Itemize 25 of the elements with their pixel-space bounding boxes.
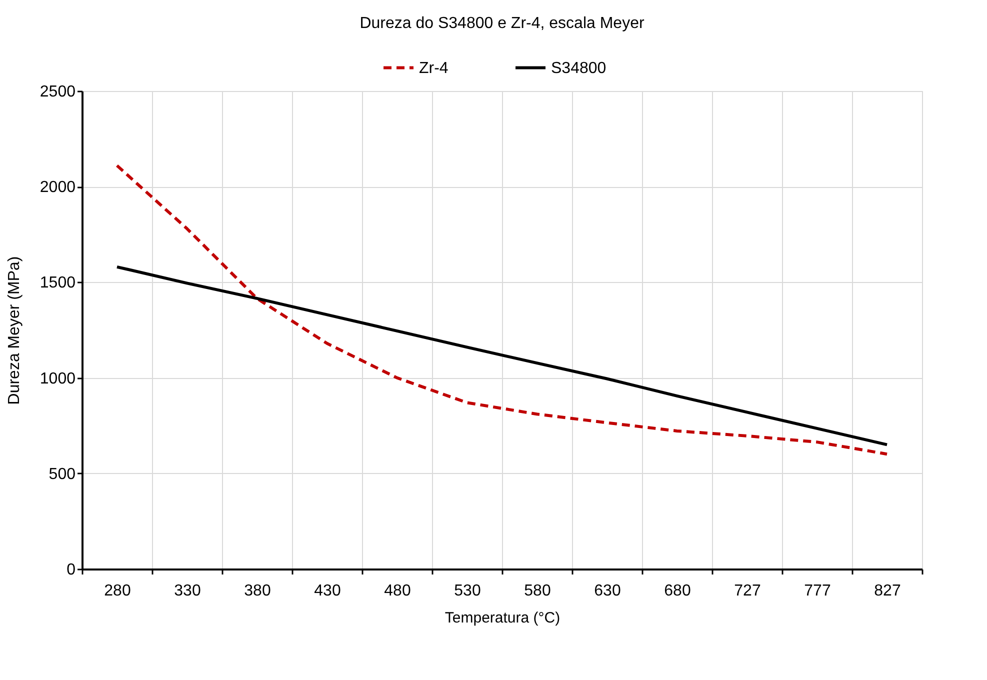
x-tick-label: 727 <box>734 582 761 600</box>
y-tick-label: 2000 <box>40 179 76 196</box>
x-tick-label: 480 <box>384 582 411 600</box>
y-tick-label: 500 <box>48 466 76 483</box>
x-tick-label: 680 <box>664 582 691 600</box>
x-tick-label: 430 <box>314 582 341 600</box>
x-tick-label: 777 <box>804 582 831 600</box>
x-axis-title: Temperatura (°C) <box>444 610 560 626</box>
chart-title: Dureza do S34800 e Zr-4, escala Meyer <box>360 15 645 32</box>
x-tick-label: 530 <box>454 582 481 600</box>
line-series <box>116 265 888 446</box>
line-series <box>116 164 888 456</box>
y-tick-label: 0 <box>66 562 76 578</box>
x-tick-label: 630 <box>594 582 621 600</box>
x-tick-label: 330 <box>174 582 201 600</box>
y-tick-label: 1000 <box>40 370 76 388</box>
x-tick-label: 827 <box>874 582 901 600</box>
y-axis-title: Dureza Meyer (MPa) <box>6 256 23 405</box>
legend-label: Zr-4 <box>419 60 448 77</box>
x-tick-label: 280 <box>104 582 131 600</box>
x-tick-label: 580 <box>524 582 551 600</box>
y-tick-label: 2500 <box>40 84 76 100</box>
legend-label: S34800 <box>551 60 606 77</box>
x-tick-label: 380 <box>244 582 271 600</box>
y-tick-label: 1500 <box>40 274 76 292</box>
